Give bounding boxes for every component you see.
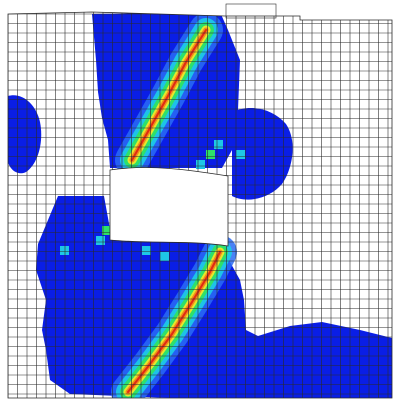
element-patch-8 [60,246,69,255]
sheet-outline [7,11,393,399]
upper-shear-band-level-6 [131,29,207,161]
element-patch-3 [196,160,205,169]
element-patch-4 [142,246,151,255]
element-patch-2 [206,150,215,159]
element-patch-1 [214,140,223,149]
element-patch-7 [102,226,111,235]
top-tab [225,3,277,19]
left-edge-blob [8,95,42,174]
upper-shear-band [115,13,223,177]
central-hole-cover [109,167,229,247]
element-patch-5 [160,252,169,261]
element-patch-9 [236,150,245,159]
element-patch-6 [96,236,105,245]
upper-right-blob [232,108,293,200]
